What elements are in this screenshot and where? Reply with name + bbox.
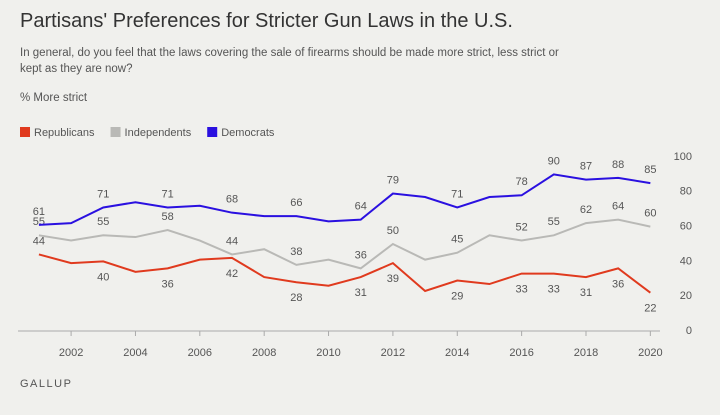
y-tick-label: 60: [680, 221, 692, 233]
data-label: 55: [548, 216, 560, 228]
data-label: 71: [162, 188, 174, 200]
y-tick-label: 100: [674, 151, 692, 163]
data-label: 55: [33, 216, 45, 228]
data-label: 40: [97, 271, 109, 283]
data-label: 31: [355, 287, 367, 299]
data-label: 52: [515, 221, 527, 233]
x-tick-label: 2012: [381, 347, 405, 359]
legend-label: Democrats: [221, 127, 275, 139]
x-tick-label: 2018: [574, 347, 598, 359]
chart-subtitle: In general, do you feel that the laws co…: [20, 47, 559, 75]
legend-swatch: [110, 127, 121, 137]
data-label: 33: [548, 283, 560, 295]
legend-label: Independents: [125, 127, 192, 139]
legend-label: Republicans: [34, 127, 95, 139]
x-tick-label: 2020: [638, 347, 662, 359]
data-label: 79: [387, 174, 399, 186]
data-label: 62: [580, 204, 592, 216]
data-label: 64: [355, 201, 367, 213]
y-tick-label: 0: [686, 325, 692, 337]
series-line: [38, 253, 651, 294]
x-tick-label: 2016: [509, 347, 533, 359]
data-label: 44: [226, 235, 238, 247]
y-tick-label: 20: [680, 290, 692, 302]
data-label: 44: [33, 235, 45, 247]
x-tick-label: 2014: [445, 347, 469, 359]
data-label: 36: [355, 249, 367, 261]
data-label: 66: [290, 197, 302, 209]
legend-swatch: [207, 127, 218, 137]
data-label: 55: [97, 216, 109, 228]
data-label: 88: [612, 159, 624, 171]
data-label: 28: [290, 292, 302, 304]
data-label: 78: [515, 176, 527, 188]
x-tick-label: 2004: [123, 347, 147, 359]
data-label: 29: [451, 290, 463, 302]
y-axis-label: % More strict: [20, 92, 88, 104]
data-label: 58: [162, 211, 174, 223]
data-label: 39: [387, 273, 399, 285]
data-label: 71: [97, 188, 109, 200]
chart-title: Partisans' Preferences for Stricter Gun …: [20, 10, 513, 32]
data-label: 90: [548, 155, 560, 167]
data-label: 68: [226, 194, 238, 206]
y-tick-label: 40: [680, 255, 692, 267]
x-tick-label: 2008: [252, 347, 276, 359]
legend-swatch: [20, 127, 30, 137]
data-label: 85: [644, 164, 656, 176]
data-label: 60: [644, 208, 656, 220]
data-label: 38: [290, 246, 302, 258]
data-label: 31: [580, 287, 592, 299]
data-label: 64: [612, 201, 624, 213]
x-tick-label: 2002: [59, 347, 83, 359]
data-label: 33: [515, 283, 527, 295]
data-label: 42: [226, 268, 238, 280]
x-tick-label: 2006: [188, 347, 212, 359]
data-label: 36: [162, 278, 174, 290]
series-line: [38, 218, 651, 270]
data-label: 45: [451, 234, 463, 246]
data-label: 36: [612, 278, 624, 290]
series-line: [38, 173, 651, 226]
data-label: 50: [387, 225, 399, 237]
source: GALLUP: [20, 378, 73, 390]
data-label: 71: [451, 188, 463, 200]
data-label: 61: [33, 206, 45, 218]
data-label: 22: [644, 303, 656, 315]
y-tick-label: 80: [680, 186, 692, 198]
data-label: 87: [580, 161, 592, 173]
x-tick-label: 2010: [316, 347, 340, 359]
